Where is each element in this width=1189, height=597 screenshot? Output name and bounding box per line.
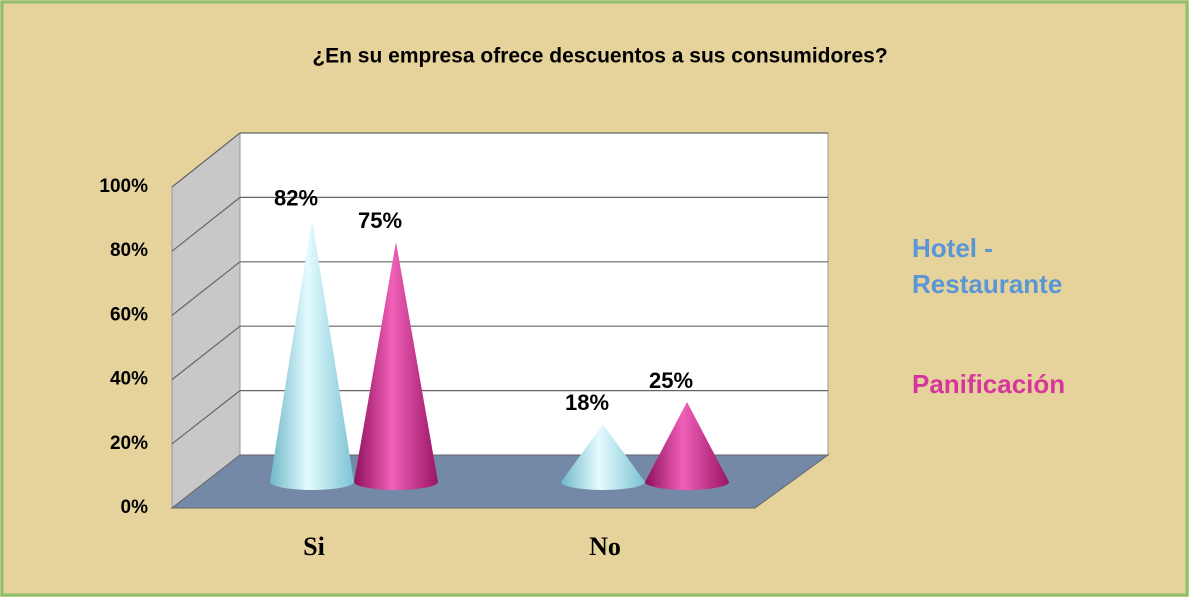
y-tick-label: 80% [110, 240, 148, 261]
legend-entry: Panificación [912, 369, 1066, 399]
grid-line [171, 390, 241, 445]
y-tick-label: 60% [110, 304, 148, 325]
cone [645, 402, 729, 490]
grid-line [171, 132, 241, 188]
grid-line [171, 196, 241, 252]
cone [561, 424, 645, 490]
value-label: 75% [358, 208, 402, 233]
side-wall [171, 131, 241, 510]
cone [354, 242, 438, 490]
cone [270, 219, 354, 490]
x-tick-label: No [589, 532, 621, 561]
y-tick-label: 40% [110, 369, 148, 390]
x-tick-label: Si [303, 532, 325, 561]
grid-line [171, 261, 241, 316]
y-tick-label: 0% [121, 497, 149, 518]
y-tick-label: 100% [99, 176, 148, 197]
y-tick-label: 20% [110, 433, 148, 454]
chart-title: ¿En su empresa ofrece descuentos a sus c… [312, 45, 887, 68]
legend-entry: Hotel - Restaurante [912, 233, 1063, 299]
value-label: 18% [565, 390, 609, 415]
value-label: 25% [649, 368, 693, 393]
grid-line [171, 325, 241, 381]
value-label: 82% [274, 185, 318, 210]
